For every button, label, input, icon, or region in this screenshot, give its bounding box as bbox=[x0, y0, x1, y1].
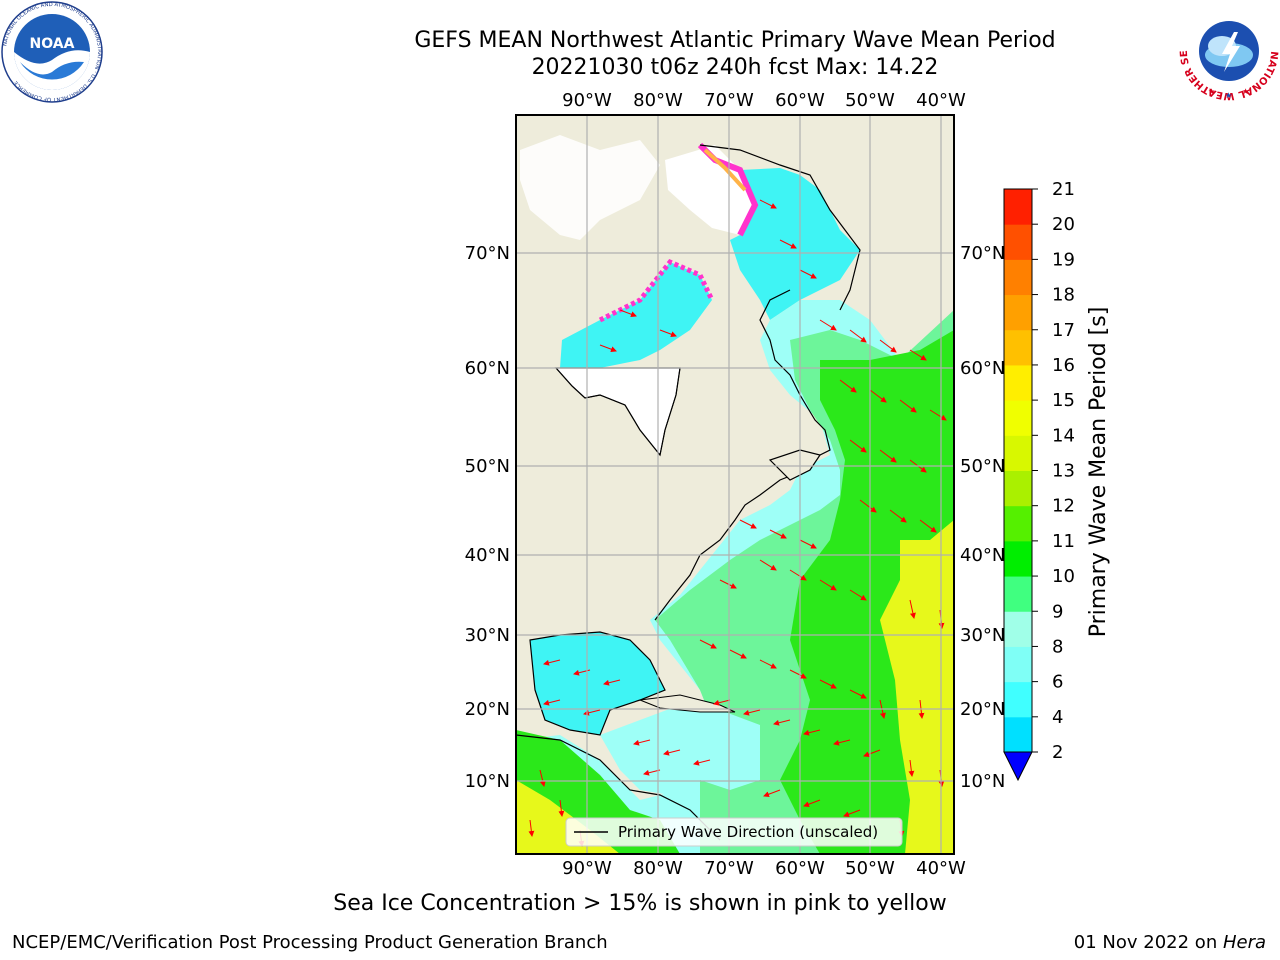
coastline-hudson bbox=[554, 367, 681, 457]
colorbar-tick-label: 4 bbox=[1052, 707, 1063, 728]
colorbar-segment bbox=[1004, 576, 1032, 612]
sea-ice-caption: Sea Ice Concentration > 15% is shown in … bbox=[333, 891, 947, 916]
svg-text:70°W: 70°W bbox=[704, 858, 754, 879]
noaa-logo-text: NOAA bbox=[30, 36, 75, 52]
svg-text:30°N: 30°N bbox=[465, 625, 510, 646]
colorbar-tick-label: 6 bbox=[1052, 672, 1063, 693]
footer-host: Hera bbox=[1222, 932, 1266, 953]
colorbar-tick-label: 13 bbox=[1052, 461, 1075, 482]
coastline-cuba bbox=[639, 694, 736, 713]
svg-text:80°W: 80°W bbox=[633, 90, 683, 111]
footer-date-text: 01 Nov 2022 on bbox=[1073, 932, 1223, 953]
lon-labels-top: 90°W 80°W 70°W 60°W 50°W 40°W bbox=[562, 90, 966, 111]
atlantic-yellow bbox=[880, 520, 954, 854]
colorbar-segment bbox=[1004, 400, 1032, 436]
svg-text:70°W: 70°W bbox=[704, 90, 754, 111]
title-line-2: 20221030 t06z 240h fcst Max: 14.22 bbox=[531, 55, 939, 80]
map-legend: Primary Wave Direction (unscaled) bbox=[565, 817, 903, 847]
colorbar-tick-label: 2 bbox=[1052, 742, 1063, 763]
svg-text:50°N: 50°N bbox=[465, 456, 510, 477]
svg-text:60°N: 60°N bbox=[960, 358, 1005, 379]
colorbar-segment bbox=[1004, 259, 1032, 296]
svg-text:40°N: 40°N bbox=[960, 545, 1005, 566]
svg-text:★: ★ bbox=[1208, 87, 1215, 96]
graticule bbox=[516, 115, 954, 854]
wave-arrows bbox=[528, 199, 947, 847]
colorbar-tick-label: 11 bbox=[1052, 531, 1075, 552]
colorbar-segment bbox=[1004, 329, 1032, 366]
svg-text:80°W: 80°W bbox=[633, 858, 683, 879]
colorbar-segment bbox=[1004, 611, 1032, 647]
colorbar-segment bbox=[1004, 294, 1032, 331]
colorbar-tick-label: 21 bbox=[1052, 179, 1075, 200]
colorbar-segment bbox=[1004, 435, 1032, 471]
map-frame bbox=[515, 114, 955, 855]
svg-text:40°W: 40°W bbox=[916, 858, 966, 879]
ice-edge-baffin2 bbox=[703, 148, 747, 192]
colorbar-segment bbox=[1004, 505, 1032, 542]
colorbar-tick-label: 19 bbox=[1052, 249, 1075, 270]
footer-date: 01 Nov 2022 on Hera bbox=[1074, 932, 1266, 953]
legend-label: Primary Wave Direction (unscaled) bbox=[618, 823, 878, 841]
svg-text:50°N: 50°N bbox=[960, 456, 1005, 477]
lat-labels-right: 70°N 60°N 50°N 40°N 30°N 20°N 10°N bbox=[960, 243, 1005, 792]
colorbar-segment bbox=[1004, 716, 1032, 753]
coastline-newfoundland bbox=[768, 449, 821, 481]
colorbar-tick-label: 15 bbox=[1052, 390, 1075, 411]
svg-text:10°N: 10°N bbox=[465, 771, 510, 792]
nws-logo: NATIONAL WEATHER SERVICE ★ ★ ★ bbox=[1178, 0, 1279, 101]
svg-text:★: ★ bbox=[1225, 91, 1232, 100]
colorbar-label: Primary Wave Mean Period [s] bbox=[1086, 307, 1111, 638]
coastline-south bbox=[516, 734, 721, 841]
colorbar-extend-triangle bbox=[1003, 751, 1033, 782]
svg-text:40°N: 40°N bbox=[465, 545, 510, 566]
svg-text:60°W: 60°W bbox=[775, 858, 825, 879]
colorbar-tick-label: 8 bbox=[1052, 636, 1063, 657]
svg-text:50°W: 50°W bbox=[845, 90, 895, 111]
svg-text:90°W: 90°W bbox=[562, 858, 612, 879]
svg-text:40°W: 40°W bbox=[916, 90, 966, 111]
svg-text:10°N: 10°N bbox=[960, 771, 1005, 792]
title-line-1: GEFS MEAN Northwest Atlantic Primary Wav… bbox=[414, 28, 1056, 53]
svg-text:50°W: 50°W bbox=[845, 858, 895, 879]
svg-text:60°N: 60°N bbox=[465, 358, 510, 379]
colorbar-segment bbox=[1004, 364, 1032, 401]
colorbar-tick-label: 10 bbox=[1052, 566, 1075, 587]
svg-text:70°N: 70°N bbox=[465, 243, 510, 264]
colorbar-tick-label: 17 bbox=[1052, 320, 1075, 341]
colorbar-segment bbox=[1004, 189, 1032, 225]
colorbar: 2 4 6 8 9 10 11 12 13 14 15 16 17 18 19 20 21 bbox=[1003, 179, 1075, 782]
lat-labels-left: 70°N 60°N 50°N 40°N 30°N 20°N 10°N bbox=[465, 243, 510, 792]
svg-text:90°W: 90°W bbox=[562, 90, 612, 111]
colorbar-tick-label: 18 bbox=[1052, 285, 1075, 306]
colorbar-tick-label: 20 bbox=[1052, 214, 1075, 235]
noaa-logo: NOAA NATIONAL OCEANIC AND ATMOSPHERIC AD… bbox=[1, 1, 103, 103]
colorbar-tick-label: 16 bbox=[1052, 355, 1075, 376]
svg-text:70°N: 70°N bbox=[960, 243, 1005, 264]
colorbar-tick-label: 14 bbox=[1052, 425, 1075, 446]
svg-text:★: ★ bbox=[1242, 87, 1249, 96]
lon-labels-bottom: 90°W 80°W 70°W 60°W 50°W 40°W bbox=[562, 858, 966, 879]
colorbar-tick-label: 12 bbox=[1052, 496, 1075, 517]
colorbar-segment bbox=[1004, 681, 1032, 718]
colorbar-segment bbox=[1004, 470, 1032, 507]
svg-text:20°N: 20°N bbox=[465, 699, 510, 720]
colorbar-segment bbox=[1004, 646, 1032, 683]
svg-text:30°N: 30°N bbox=[960, 625, 1005, 646]
colorbar-segment bbox=[1004, 224, 1032, 260]
colorbar-segment bbox=[1004, 540, 1032, 577]
footer-branch: NCEP/EMC/Verification Post Processing Pr… bbox=[12, 932, 608, 953]
svg-text:60°W: 60°W bbox=[775, 90, 825, 111]
arctic-channels bbox=[520, 135, 660, 240]
colorbar-tick-label: 9 bbox=[1052, 601, 1063, 622]
ice-edge-hudson bbox=[598, 258, 715, 323]
svg-text:20°N: 20°N bbox=[960, 699, 1005, 720]
coastline-greenland bbox=[699, 144, 861, 311]
